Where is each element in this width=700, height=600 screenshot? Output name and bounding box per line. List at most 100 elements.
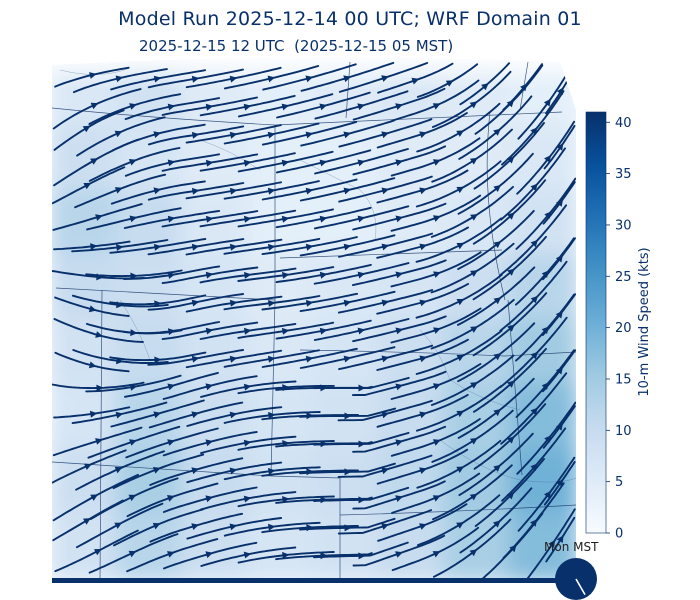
streamline-arrow — [433, 271, 441, 278]
streamline-arrow — [470, 326, 478, 333]
streamline-arrow — [167, 495, 175, 502]
streamline-arrow — [153, 187, 162, 195]
wind-speed-cell — [52, 383, 120, 453]
colorbar-tick-label: 20 — [615, 321, 632, 336]
streamline-arrow — [267, 355, 276, 363]
streamline-arrow — [544, 490, 551, 499]
streamline-arrow — [167, 215, 176, 223]
streamline-arrow — [205, 271, 214, 279]
colorbar-tick-label: 40 — [615, 116, 632, 131]
streamline-arrow — [470, 437, 478, 445]
streamline-arrow — [432, 551, 441, 558]
wind-speed-cell — [115, 254, 185, 323]
streamline-arrow — [229, 299, 238, 307]
streamline-arrow — [357, 327, 366, 335]
streamline-arrow — [469, 493, 478, 501]
colorbar-tick-label: 0 — [615, 527, 623, 542]
streamline-arrow — [243, 439, 252, 447]
streamline-arrow — [432, 495, 441, 502]
streamline-arrow — [168, 328, 176, 336]
streamline-arrow — [205, 103, 214, 111]
streamline-arrow — [343, 243, 352, 251]
streamline-arrow — [556, 535, 564, 543]
streamline-arrow — [469, 549, 478, 557]
streamline-arrow — [90, 158, 98, 165]
streamline-arrow — [541, 326, 549, 334]
streamline-arrow — [191, 243, 200, 251]
colorbar-gradient — [585, 111, 607, 534]
streamline-arrow — [191, 523, 199, 530]
streamline-arrow — [343, 131, 352, 139]
streamline-arrow — [319, 327, 328, 335]
streamline-arrow — [129, 103, 137, 110]
streamline-arrow — [229, 243, 238, 251]
colorbar-tick-label: 35 — [615, 167, 632, 182]
streamline-arrow — [244, 271, 252, 279]
streamline-arrow — [381, 411, 390, 419]
streamline-arrow — [381, 243, 390, 251]
streamline-arrow — [128, 159, 137, 166]
wind-speed-cell — [246, 254, 316, 323]
streamline-arrow — [205, 383, 214, 391]
streamline-arrow — [343, 75, 351, 83]
streamline-arrow — [395, 215, 404, 223]
streamline-arrow — [229, 187, 238, 195]
streamline-arrow — [470, 214, 478, 221]
streamline-arrow — [243, 327, 252, 335]
streamline-arrow — [419, 411, 427, 419]
streamline-arrow — [243, 495, 252, 503]
streamline-arrow — [358, 496, 366, 504]
streamline-arrow — [88, 361, 97, 369]
clock-label: Mon MST — [544, 540, 599, 554]
streamline-arrow — [509, 544, 517, 553]
streamline-arrow — [90, 243, 98, 251]
streamline-arrow — [129, 215, 138, 223]
streamline-arrow — [268, 467, 276, 475]
streamline-arrow — [153, 131, 162, 138]
streamline-arrow — [343, 355, 352, 363]
map-bottom-bar — [52, 578, 557, 583]
colorbar-tick-label: 5 — [615, 475, 623, 490]
streamline-arrow — [319, 215, 328, 223]
streamline-arrow — [507, 324, 515, 332]
streamline-arrow — [556, 422, 563, 431]
streamline-arrow — [493, 184, 501, 192]
streamline-arrow — [530, 239, 538, 248]
streamline-arrow — [520, 83, 528, 92]
streamline-arrow — [90, 102, 99, 110]
streamline-arrow — [305, 187, 314, 195]
streamline-arrow — [116, 244, 124, 251]
streamline-arrow — [205, 327, 214, 335]
streamline-arrow — [507, 212, 515, 220]
streamline-arrow — [83, 518, 91, 525]
streamline-arrow — [167, 439, 175, 446]
streamline-arrow — [243, 551, 252, 559]
streamline-arrow — [191, 75, 200, 83]
streamline-arrow — [419, 187, 427, 195]
streamline-arrow — [395, 103, 403, 110]
streamline-arrow — [395, 383, 404, 391]
streamline-arrow — [229, 75, 238, 83]
streamline-arrow — [282, 551, 290, 559]
streamline-arrow — [167, 103, 176, 111]
streamline-arrow — [130, 272, 138, 280]
streamline-arrow — [268, 411, 276, 419]
streamline-arrow — [96, 384, 104, 392]
streamline-arrow — [205, 551, 213, 559]
streamline-arrow — [493, 408, 502, 417]
streamline-arrow — [381, 187, 390, 195]
streamline-arrow — [243, 103, 252, 111]
streamline-arrow — [94, 549, 102, 556]
streamline-arrow — [381, 75, 389, 82]
streamline-arrow — [243, 215, 252, 223]
streamline-arrow — [115, 75, 124, 83]
streamline-arrow — [344, 524, 352, 532]
streamline-arrow — [191, 299, 200, 307]
clock-icon — [555, 558, 597, 600]
streamline-arrow — [456, 466, 465, 473]
colorbar-label: 10-m Wind Speed (kts) — [637, 247, 652, 396]
streamline-arrow — [319, 103, 328, 111]
streamline-arrow — [419, 299, 428, 307]
streamline-arrow — [129, 383, 138, 391]
